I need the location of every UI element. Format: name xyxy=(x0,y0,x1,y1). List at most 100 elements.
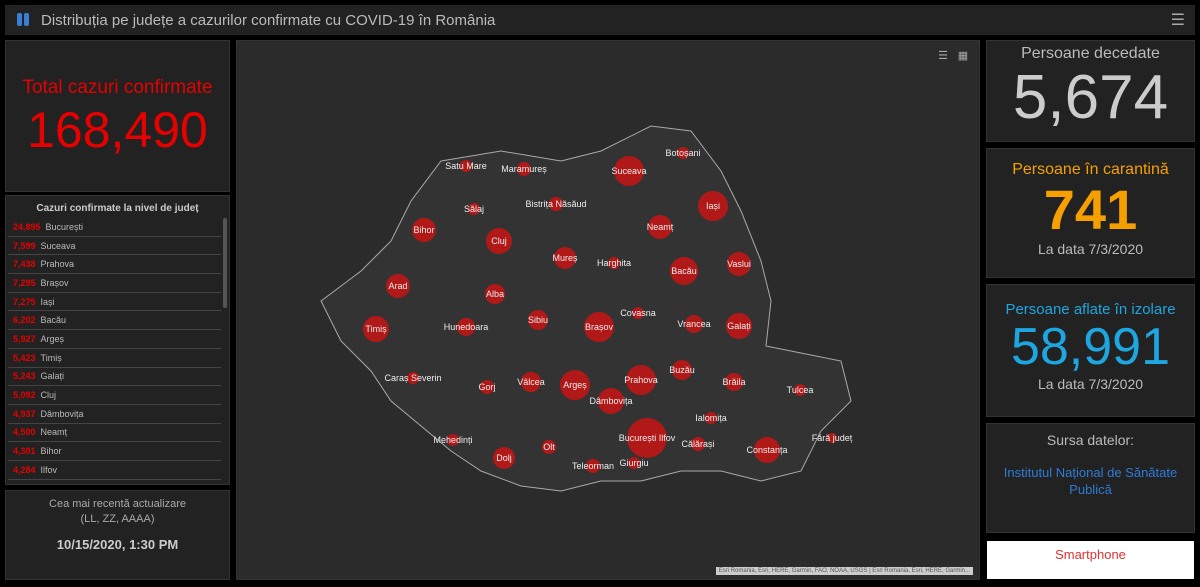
county-list-item[interactable]: 4,301 Bihor xyxy=(8,442,221,461)
county-label: Brăila xyxy=(722,377,745,387)
county-marker[interactable] xyxy=(584,312,614,342)
county-marker[interactable] xyxy=(670,257,698,285)
county-name: Galați xyxy=(40,371,65,382)
source-panel: Sursa datelor: Institutul Național de Să… xyxy=(986,423,1195,533)
basemap-gallery-icon[interactable]: ▦ xyxy=(957,50,969,62)
county-label: Sălaj xyxy=(464,204,484,214)
county-marker[interactable] xyxy=(672,360,692,380)
case-count: 4,284 xyxy=(13,464,36,475)
county-marker[interactable] xyxy=(521,372,541,392)
county-label: Ialomița xyxy=(695,413,727,423)
county-label: Alba xyxy=(486,289,504,299)
county-marker[interactable] xyxy=(386,274,410,298)
county-marker[interactable] xyxy=(554,247,576,269)
county-marker[interactable] xyxy=(586,459,600,473)
map-attribution: Esri Romania, Esri, HERE, Garmin, FAO, N… xyxy=(715,567,973,575)
county-marker[interactable] xyxy=(598,388,624,414)
county-label: Argeș xyxy=(563,380,587,390)
county-marker[interactable] xyxy=(542,440,556,454)
county-name: Neamț xyxy=(40,427,68,438)
case-count: 7,275 xyxy=(13,296,36,307)
county-marker[interactable] xyxy=(460,160,472,172)
county-marker[interactable] xyxy=(727,252,751,276)
county-marker[interactable] xyxy=(677,147,689,159)
case-count: 4,301 xyxy=(13,446,36,457)
county-list-item[interactable]: 7,438 Prahova xyxy=(8,255,221,275)
county-marker[interactable] xyxy=(560,370,590,400)
county-marker[interactable] xyxy=(363,316,389,342)
county-list-item[interactable]: 5,243 Galați xyxy=(8,368,221,387)
county-list-item[interactable]: 7,295 Brașov xyxy=(8,274,221,293)
scrollbar[interactable] xyxy=(223,218,227,308)
county-name: Dâmbovița xyxy=(40,408,84,419)
county-marker[interactable] xyxy=(485,284,505,304)
smartphone-button[interactable]: Smartphone xyxy=(987,541,1194,579)
quarantine-value: 741 xyxy=(1043,178,1138,241)
county-marker[interactable] xyxy=(627,418,667,458)
romania-outline xyxy=(320,125,852,492)
county-marker[interactable] xyxy=(685,315,703,333)
county-marker[interactable] xyxy=(528,310,548,330)
county-list-item[interactable]: 4,284 Ilfov xyxy=(8,461,221,480)
source-link[interactable]: Institutul Național de Sănătate Publică xyxy=(1003,465,1178,497)
county-list-item[interactable]: 7,275 Iași xyxy=(8,293,221,312)
county-marker[interactable] xyxy=(705,412,717,424)
county-name: Cluj xyxy=(40,390,57,401)
county-marker[interactable] xyxy=(608,257,620,269)
map-canvas[interactable]: Satu Mare Maramureș Botoșani Suceava Sălaj Bi… xyxy=(237,41,980,580)
county-list-item[interactable]: 5,927 Argeș xyxy=(8,330,221,349)
county-label: Botoșani xyxy=(665,148,700,158)
county-label: Dolj xyxy=(496,453,512,463)
isolation-label: Persoane aflate în izolare xyxy=(1005,301,1176,318)
county-list-item[interactable]: 4,500 Neamț xyxy=(8,424,221,443)
county-marker[interactable] xyxy=(549,197,563,211)
county-marker[interactable] xyxy=(468,203,480,215)
county-list-item[interactable]: 5,423 Timiș xyxy=(8,349,221,368)
isolation-panel: Persoane aflate în izolare 58,991 La dat… xyxy=(986,284,1195,417)
county-name: Ilfov xyxy=(40,464,58,475)
total-cases-label: Total cazuri confirmate xyxy=(22,77,213,98)
county-marker[interactable] xyxy=(493,447,515,469)
county-label: Constanța xyxy=(746,445,787,455)
legend-icon[interactable]: ☰ xyxy=(938,50,948,62)
county-marker[interactable] xyxy=(457,318,475,336)
county-list[interactable]: 24,895 București 7,599 Suceava 7,438 Prahova 7… xyxy=(8,218,221,480)
county-name: Iași xyxy=(40,296,55,307)
quarantine-panel: Persoane în carantină 741 La data 7/3/20… xyxy=(986,148,1195,278)
county-marker[interactable] xyxy=(794,384,806,396)
county-marker[interactable] xyxy=(447,434,459,446)
county-marker[interactable] xyxy=(726,313,752,339)
county-marker[interactable] xyxy=(691,437,705,451)
county-marker[interactable] xyxy=(725,373,743,391)
county-list-item[interactable]: 24,895 București xyxy=(8,218,221,237)
county-marker[interactable] xyxy=(632,307,644,319)
county-marker[interactable] xyxy=(486,228,512,254)
county-label: Brașov xyxy=(585,322,614,332)
total-cases-panel: Total cazuri confirmate 168,490 xyxy=(5,40,230,192)
county-marker[interactable] xyxy=(827,433,837,443)
county-list-item[interactable]: 5,092 Cluj xyxy=(8,386,221,405)
county-marker[interactable] xyxy=(407,372,419,384)
county-marker[interactable] xyxy=(626,365,656,395)
county-label: Caraș Severin xyxy=(384,373,441,383)
county-list-title: Cazuri confirmate la nivel de județ xyxy=(36,203,199,214)
county-label: Maramureș xyxy=(501,164,547,174)
county-list-item[interactable]: 6,202 Bacău xyxy=(8,311,221,331)
county-list-item[interactable]: 7,599 Suceava xyxy=(8,237,221,256)
county-marker[interactable] xyxy=(480,380,494,394)
county-label: Satu Mare xyxy=(445,161,487,171)
county-marker[interactable] xyxy=(754,437,780,463)
county-marker[interactable] xyxy=(614,156,644,186)
map[interactable]: Satu Mare Maramureș Botoșani Suceava Sălaj Bi… xyxy=(236,40,980,580)
case-count: 4,500 xyxy=(13,427,36,438)
county-marker[interactable] xyxy=(517,162,531,176)
county-marker[interactable] xyxy=(628,457,640,469)
county-list-item[interactable]: 4,937 Dâmbovița xyxy=(8,405,221,424)
hamburger-icon[interactable]: ☰ xyxy=(1170,12,1185,29)
county-label: Vâlcea xyxy=(517,377,545,387)
county-marker[interactable] xyxy=(412,218,436,242)
app-logo-icon xyxy=(17,13,31,27)
last-update-date: 10/15/2020, 1:30 PM xyxy=(56,537,179,552)
county-marker[interactable] xyxy=(648,215,672,239)
county-marker[interactable] xyxy=(698,191,728,221)
